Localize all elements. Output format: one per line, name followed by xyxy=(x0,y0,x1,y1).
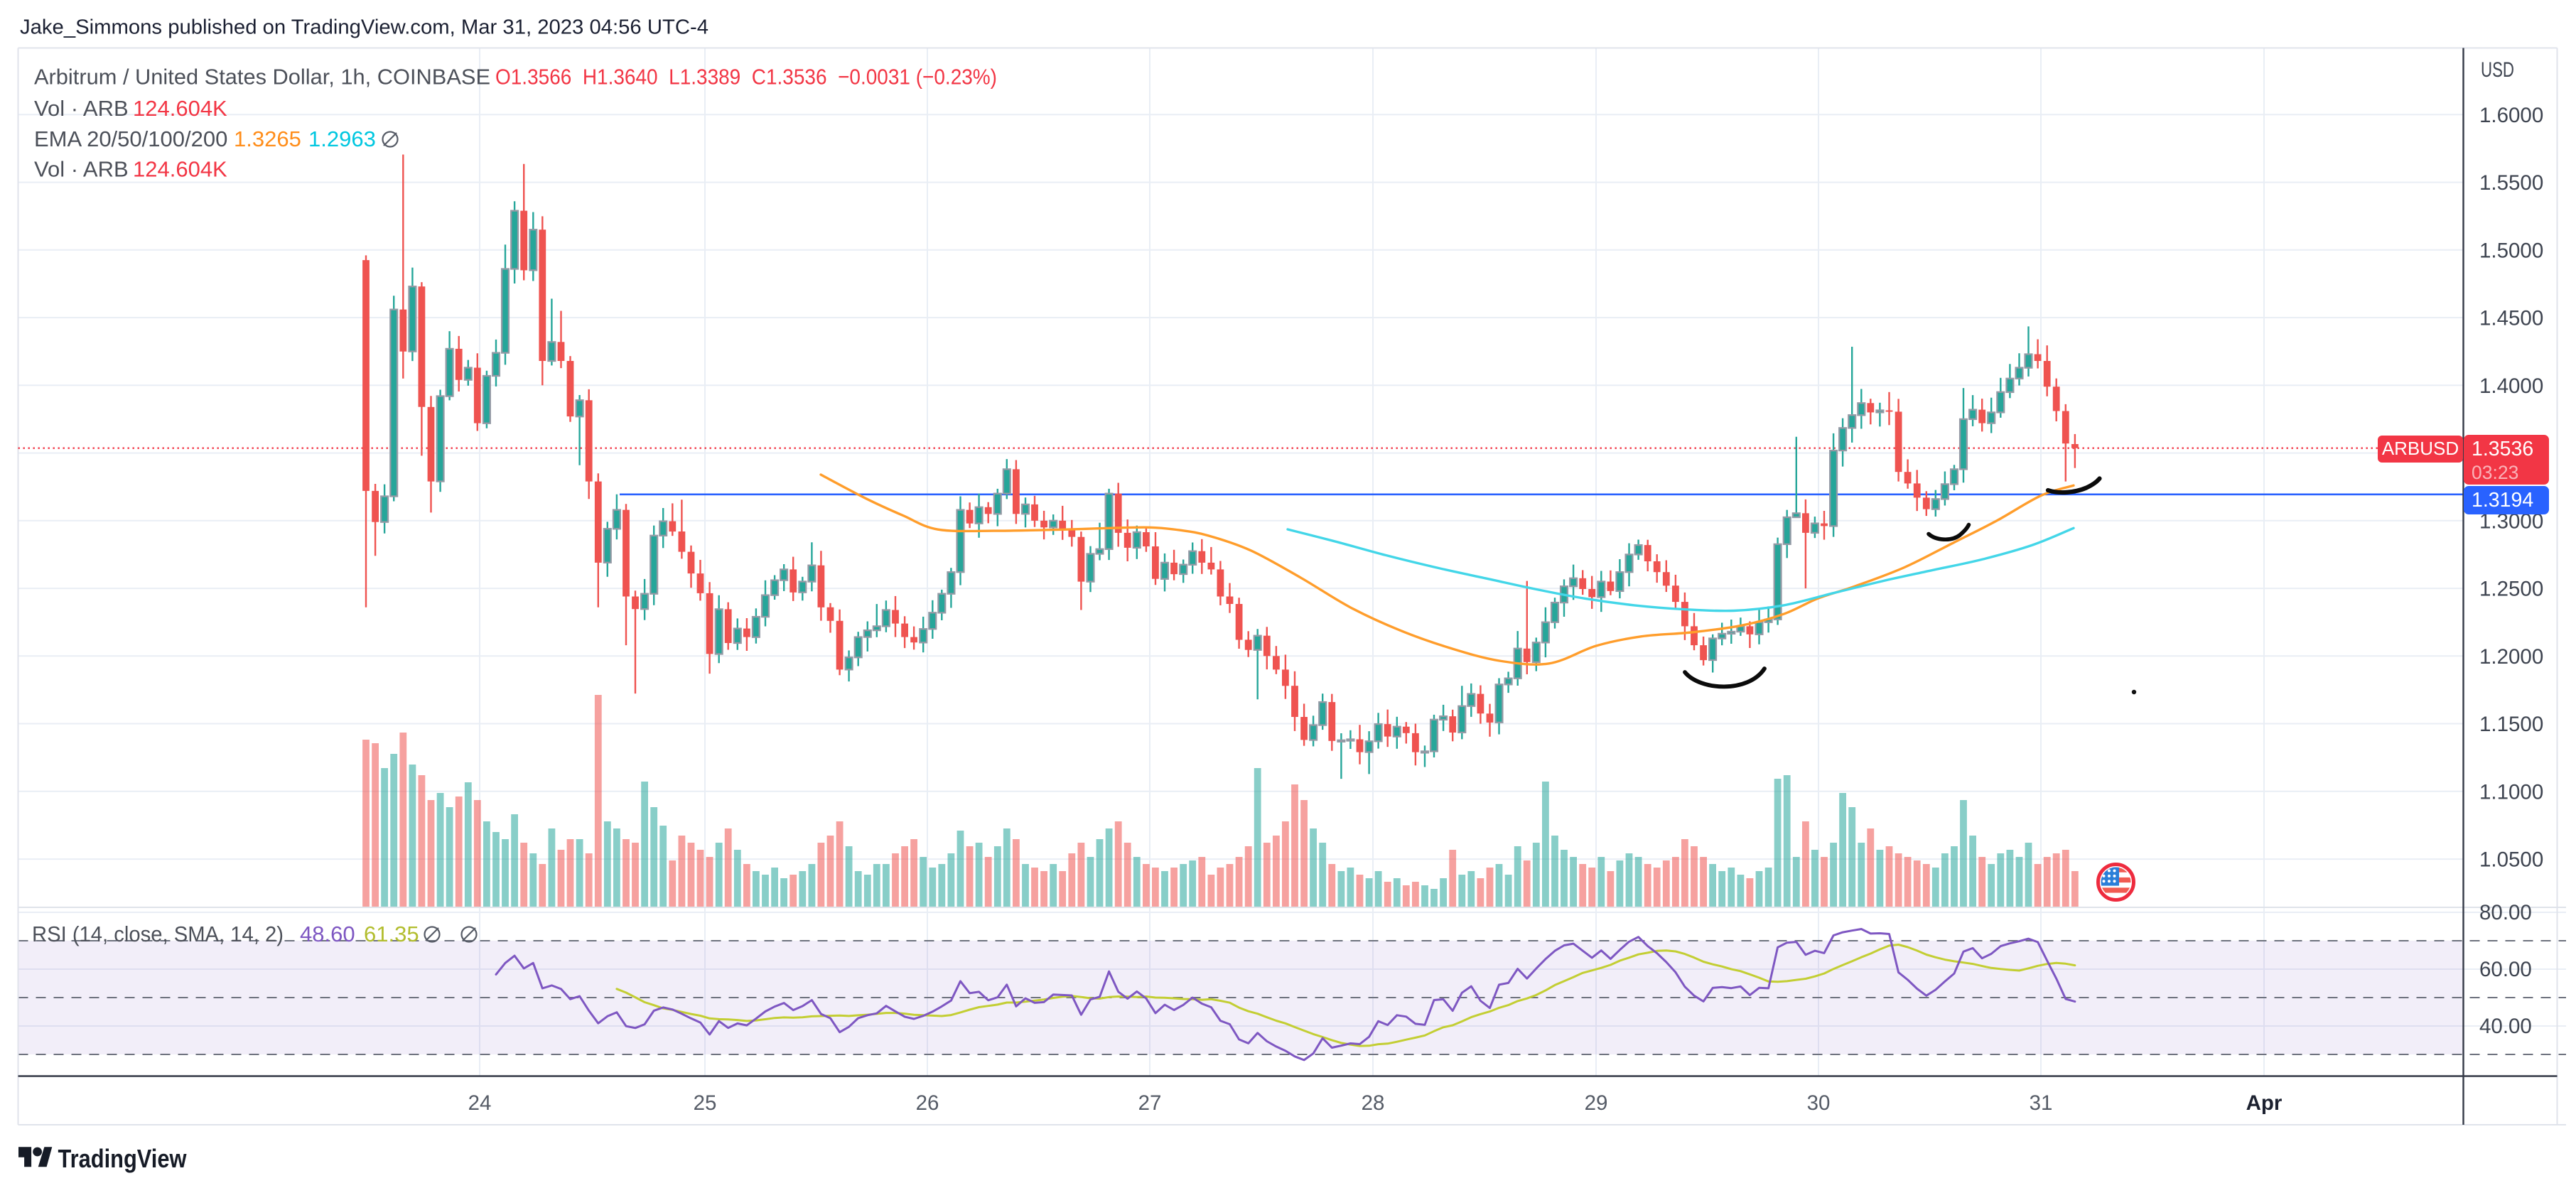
svg-text:Vol · ARB: Vol · ARB xyxy=(34,96,129,121)
svg-text:29: 29 xyxy=(1585,1091,1608,1115)
svg-text:60.00: 60.00 xyxy=(2479,958,2532,981)
svg-text:1.4000: 1.4000 xyxy=(2479,374,2543,398)
svg-text:124.604K: 124.604K xyxy=(133,157,227,182)
svg-text:1.3194: 1.3194 xyxy=(2472,489,2533,512)
svg-text:1.5000: 1.5000 xyxy=(2479,239,2543,262)
svg-text:O1.3566 H1.3640 L1.3389 C1.: O1.3566 H1.3640 L1.3389 C1.3536 −0.0031 … xyxy=(495,65,997,90)
svg-text:24: 24 xyxy=(468,1091,492,1115)
svg-text:1.5500: 1.5500 xyxy=(2479,171,2543,195)
svg-text:USD: USD xyxy=(2481,58,2514,82)
svg-text:31: 31 xyxy=(2030,1091,2053,1115)
svg-text:Apr: Apr xyxy=(2246,1091,2283,1115)
svg-text:48.60: 48.60 xyxy=(300,922,355,946)
svg-text:27: 27 xyxy=(1138,1091,1162,1115)
svg-text:1.4500: 1.4500 xyxy=(2479,307,2543,330)
svg-text:1.3536: 1.3536 xyxy=(2472,438,2533,460)
svg-text:26: 26 xyxy=(916,1091,939,1115)
svg-text:Jake_Simmons published on Trad: Jake_Simmons published on TradingView.co… xyxy=(20,16,708,39)
svg-text:Vol · ARB: Vol · ARB xyxy=(34,157,129,182)
svg-text:1.0500: 1.0500 xyxy=(2479,848,2543,872)
svg-text:1.2000: 1.2000 xyxy=(2479,645,2543,669)
svg-text:1.1000: 1.1000 xyxy=(2479,780,2543,804)
svg-text:TradingView: TradingView xyxy=(58,1144,188,1173)
svg-text:80.00: 80.00 xyxy=(2479,901,2532,924)
svg-text:28: 28 xyxy=(1362,1091,1385,1115)
svg-text:1.2963: 1.2963 xyxy=(308,126,376,151)
svg-text:1.6000: 1.6000 xyxy=(2479,104,2543,127)
svg-text:61.35: 61.35 xyxy=(364,922,419,946)
svg-text:03:23: 03:23 xyxy=(2472,462,2518,483)
svg-text:EMA 20/50/100/200: EMA 20/50/100/200 xyxy=(34,126,227,151)
svg-text:25: 25 xyxy=(694,1091,717,1115)
svg-text:ARBUSD: ARBUSD xyxy=(2382,438,2459,459)
svg-text:40.00: 40.00 xyxy=(2479,1015,2532,1038)
svg-text:1.1500: 1.1500 xyxy=(2479,713,2543,736)
svg-text:124.604K: 124.604K xyxy=(133,96,227,121)
svg-text:1.3265: 1.3265 xyxy=(234,126,301,151)
svg-text:RSI (14, close, SMA, 14, 2): RSI (14, close, SMA, 14, 2) xyxy=(32,922,284,946)
svg-text:30: 30 xyxy=(1807,1091,1831,1115)
svg-text:1.2500: 1.2500 xyxy=(2479,578,2543,601)
svg-text:Arbitrum / United States Dolla: Arbitrum / United States Dollar, 1h, COI… xyxy=(34,65,490,90)
